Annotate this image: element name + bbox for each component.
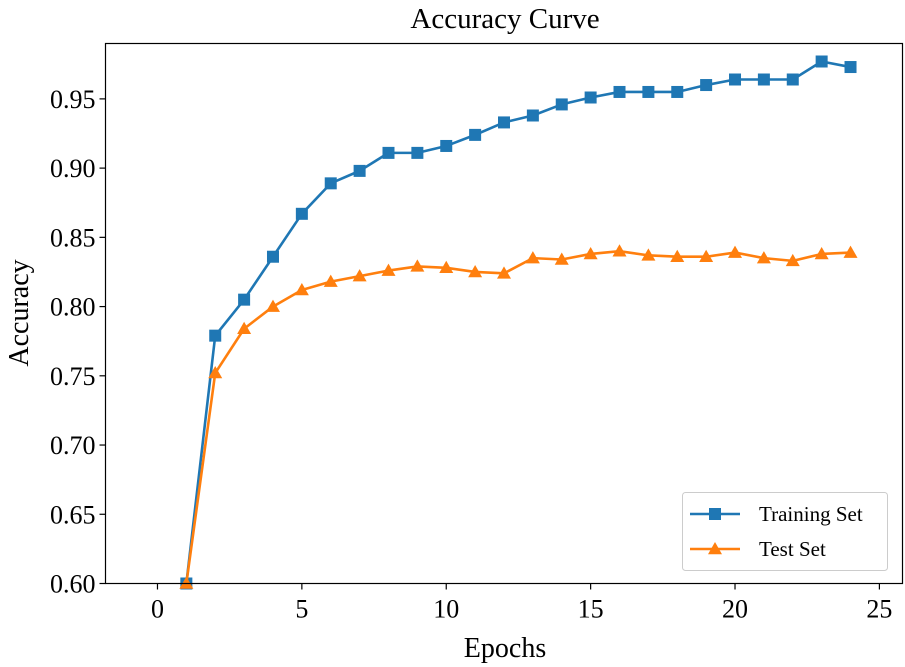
y-axis: 0.60 0.65 0.70 0.75 0.80 0.85 0.90 0.95 [50, 85, 106, 599]
plot-area [179, 55, 858, 590]
y-tick-label: 0.70 [50, 431, 96, 460]
data-point [700, 79, 713, 92]
legend-label: Test Set [759, 537, 826, 561]
data-point [786, 73, 799, 86]
x-tick-label: 15 [578, 595, 604, 624]
x-axis-title: Epochs [464, 633, 546, 664]
data-point [728, 245, 743, 258]
data-point [323, 274, 338, 287]
y-tick-label: 0.80 [50, 293, 96, 322]
data-point [411, 146, 424, 159]
data-point [294, 282, 309, 296]
legend: Training Set Test Set [682, 492, 888, 571]
data-point [555, 98, 568, 111]
y-tick-label: 0.95 [50, 85, 96, 114]
data-point [815, 55, 828, 68]
data-point [526, 109, 539, 122]
chart-title: Accuracy Curve [410, 3, 599, 35]
data-point [671, 85, 684, 98]
legend-marker [708, 542, 722, 555]
data-point [554, 252, 569, 265]
data-point [843, 245, 858, 258]
y-axis-title: Accuracy [4, 259, 35, 366]
data-point [641, 248, 656, 261]
x-tick-label: 10 [433, 595, 459, 624]
data-point [729, 73, 742, 86]
x-axis: 0 5 10 15 20 25 [151, 583, 892, 624]
series-test-set [179, 244, 858, 589]
data-point [382, 146, 395, 159]
data-point [525, 251, 540, 264]
data-point [642, 85, 655, 98]
legend-label: Training Set [759, 502, 863, 526]
y-tick-label: 0.65 [50, 500, 96, 529]
data-point [497, 266, 511, 279]
data-point [209, 329, 222, 342]
data-point [265, 299, 280, 312]
data-point [498, 116, 510, 129]
y-tick-label: 0.85 [50, 223, 96, 252]
data-point [440, 139, 453, 152]
data-point [352, 269, 367, 282]
data-point [584, 91, 597, 104]
y-tick-label: 0.60 [50, 570, 96, 599]
legend-box [682, 492, 888, 571]
y-tick-label: 0.90 [50, 154, 96, 183]
data-point [237, 321, 252, 334]
y-tick-label: 0.75 [50, 362, 96, 391]
data-point [670, 249, 685, 262]
data-point [699, 249, 714, 262]
data-point [410, 259, 425, 272]
data-point [468, 264, 483, 278]
data-point [238, 293, 251, 306]
data-point [612, 244, 627, 257]
x-tick-label: 0 [151, 595, 164, 624]
data-point [266, 250, 279, 263]
data-point [208, 366, 223, 379]
series-training-set [180, 55, 857, 590]
data-point [324, 177, 337, 190]
data-point [295, 207, 308, 220]
data-point [757, 73, 770, 86]
data-point [785, 253, 800, 267]
legend-marker [709, 508, 721, 520]
data-point [756, 251, 771, 264]
data-point [381, 263, 396, 276]
axes-frame [104, 42, 904, 585]
data-point [583, 246, 598, 260]
data-point [353, 164, 366, 177]
x-tick-label: 20 [722, 595, 748, 624]
data-point [439, 260, 454, 274]
data-point [469, 128, 482, 141]
data-point [844, 61, 857, 74]
data-point [179, 576, 194, 589]
data-point [613, 85, 626, 98]
data-point [814, 246, 829, 260]
x-tick-label: 25 [866, 595, 892, 624]
x-tick-label: 5 [295, 595, 308, 624]
